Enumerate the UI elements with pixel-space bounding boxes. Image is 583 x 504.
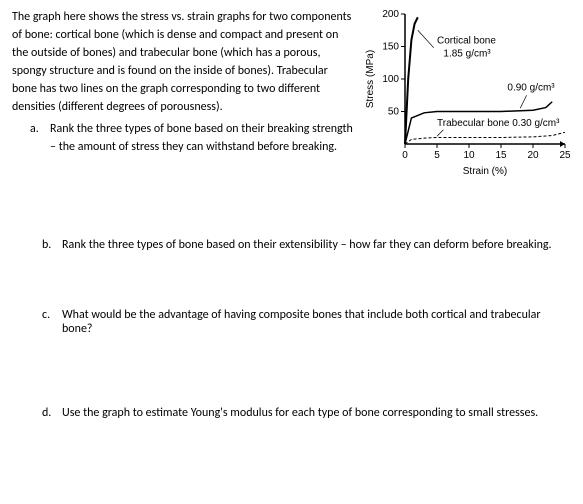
question-d-letter: d.	[42, 406, 62, 420]
question-b-letter: b.	[42, 238, 62, 252]
svg-text:15: 15	[495, 150, 507, 161]
svg-text:10: 10	[463, 150, 475, 161]
question-d-text: Use the graph to estimate Young's modulu…	[62, 406, 571, 420]
stress-strain-chart: 50 100 150 200 0 5 10 15 20 25 Strain (%) Stress (M…	[361, 8, 571, 178]
svg-text:Cortical bone: Cortical bone	[437, 35, 496, 46]
svg-text:5: 5	[434, 150, 440, 161]
question-c-letter: c.	[42, 308, 62, 336]
svg-text:Trabecular bone 0.30 g/cm³: Trabecular bone 0.30 g/cm³	[437, 118, 560, 129]
question-c-text: What would be the advantage of having co…	[62, 308, 571, 336]
svg-text:1.85 g/cm³: 1.85 g/cm³	[443, 48, 491, 59]
svg-text:100: 100	[382, 74, 399, 85]
svg-text:150: 150	[382, 42, 399, 53]
svg-text:20: 20	[527, 150, 539, 161]
svg-text:Stress (MPa): Stress (MPa)	[365, 50, 376, 108]
intro-paragraph: The graph here shows the stress vs. stra…	[12, 8, 353, 116]
chart-svg: 50 100 150 200 0 5 10 15 20 25 Strain (%) Stress (M…	[361, 8, 571, 178]
svg-text:0.90 g/cm³: 0.90 g/cm³	[507, 83, 555, 94]
question-a-letter: a.	[30, 120, 50, 156]
svg-text:200: 200	[382, 9, 399, 20]
svg-text:25: 25	[559, 150, 571, 161]
svg-text:50: 50	[388, 107, 400, 118]
question-b-text: Rank the three types of bone based on th…	[62, 238, 571, 252]
question-a-text: Rank the three types of bone based on th…	[50, 120, 353, 156]
svg-text:0: 0	[402, 150, 408, 161]
svg-text:Strain (%): Strain (%)	[463, 166, 507, 177]
